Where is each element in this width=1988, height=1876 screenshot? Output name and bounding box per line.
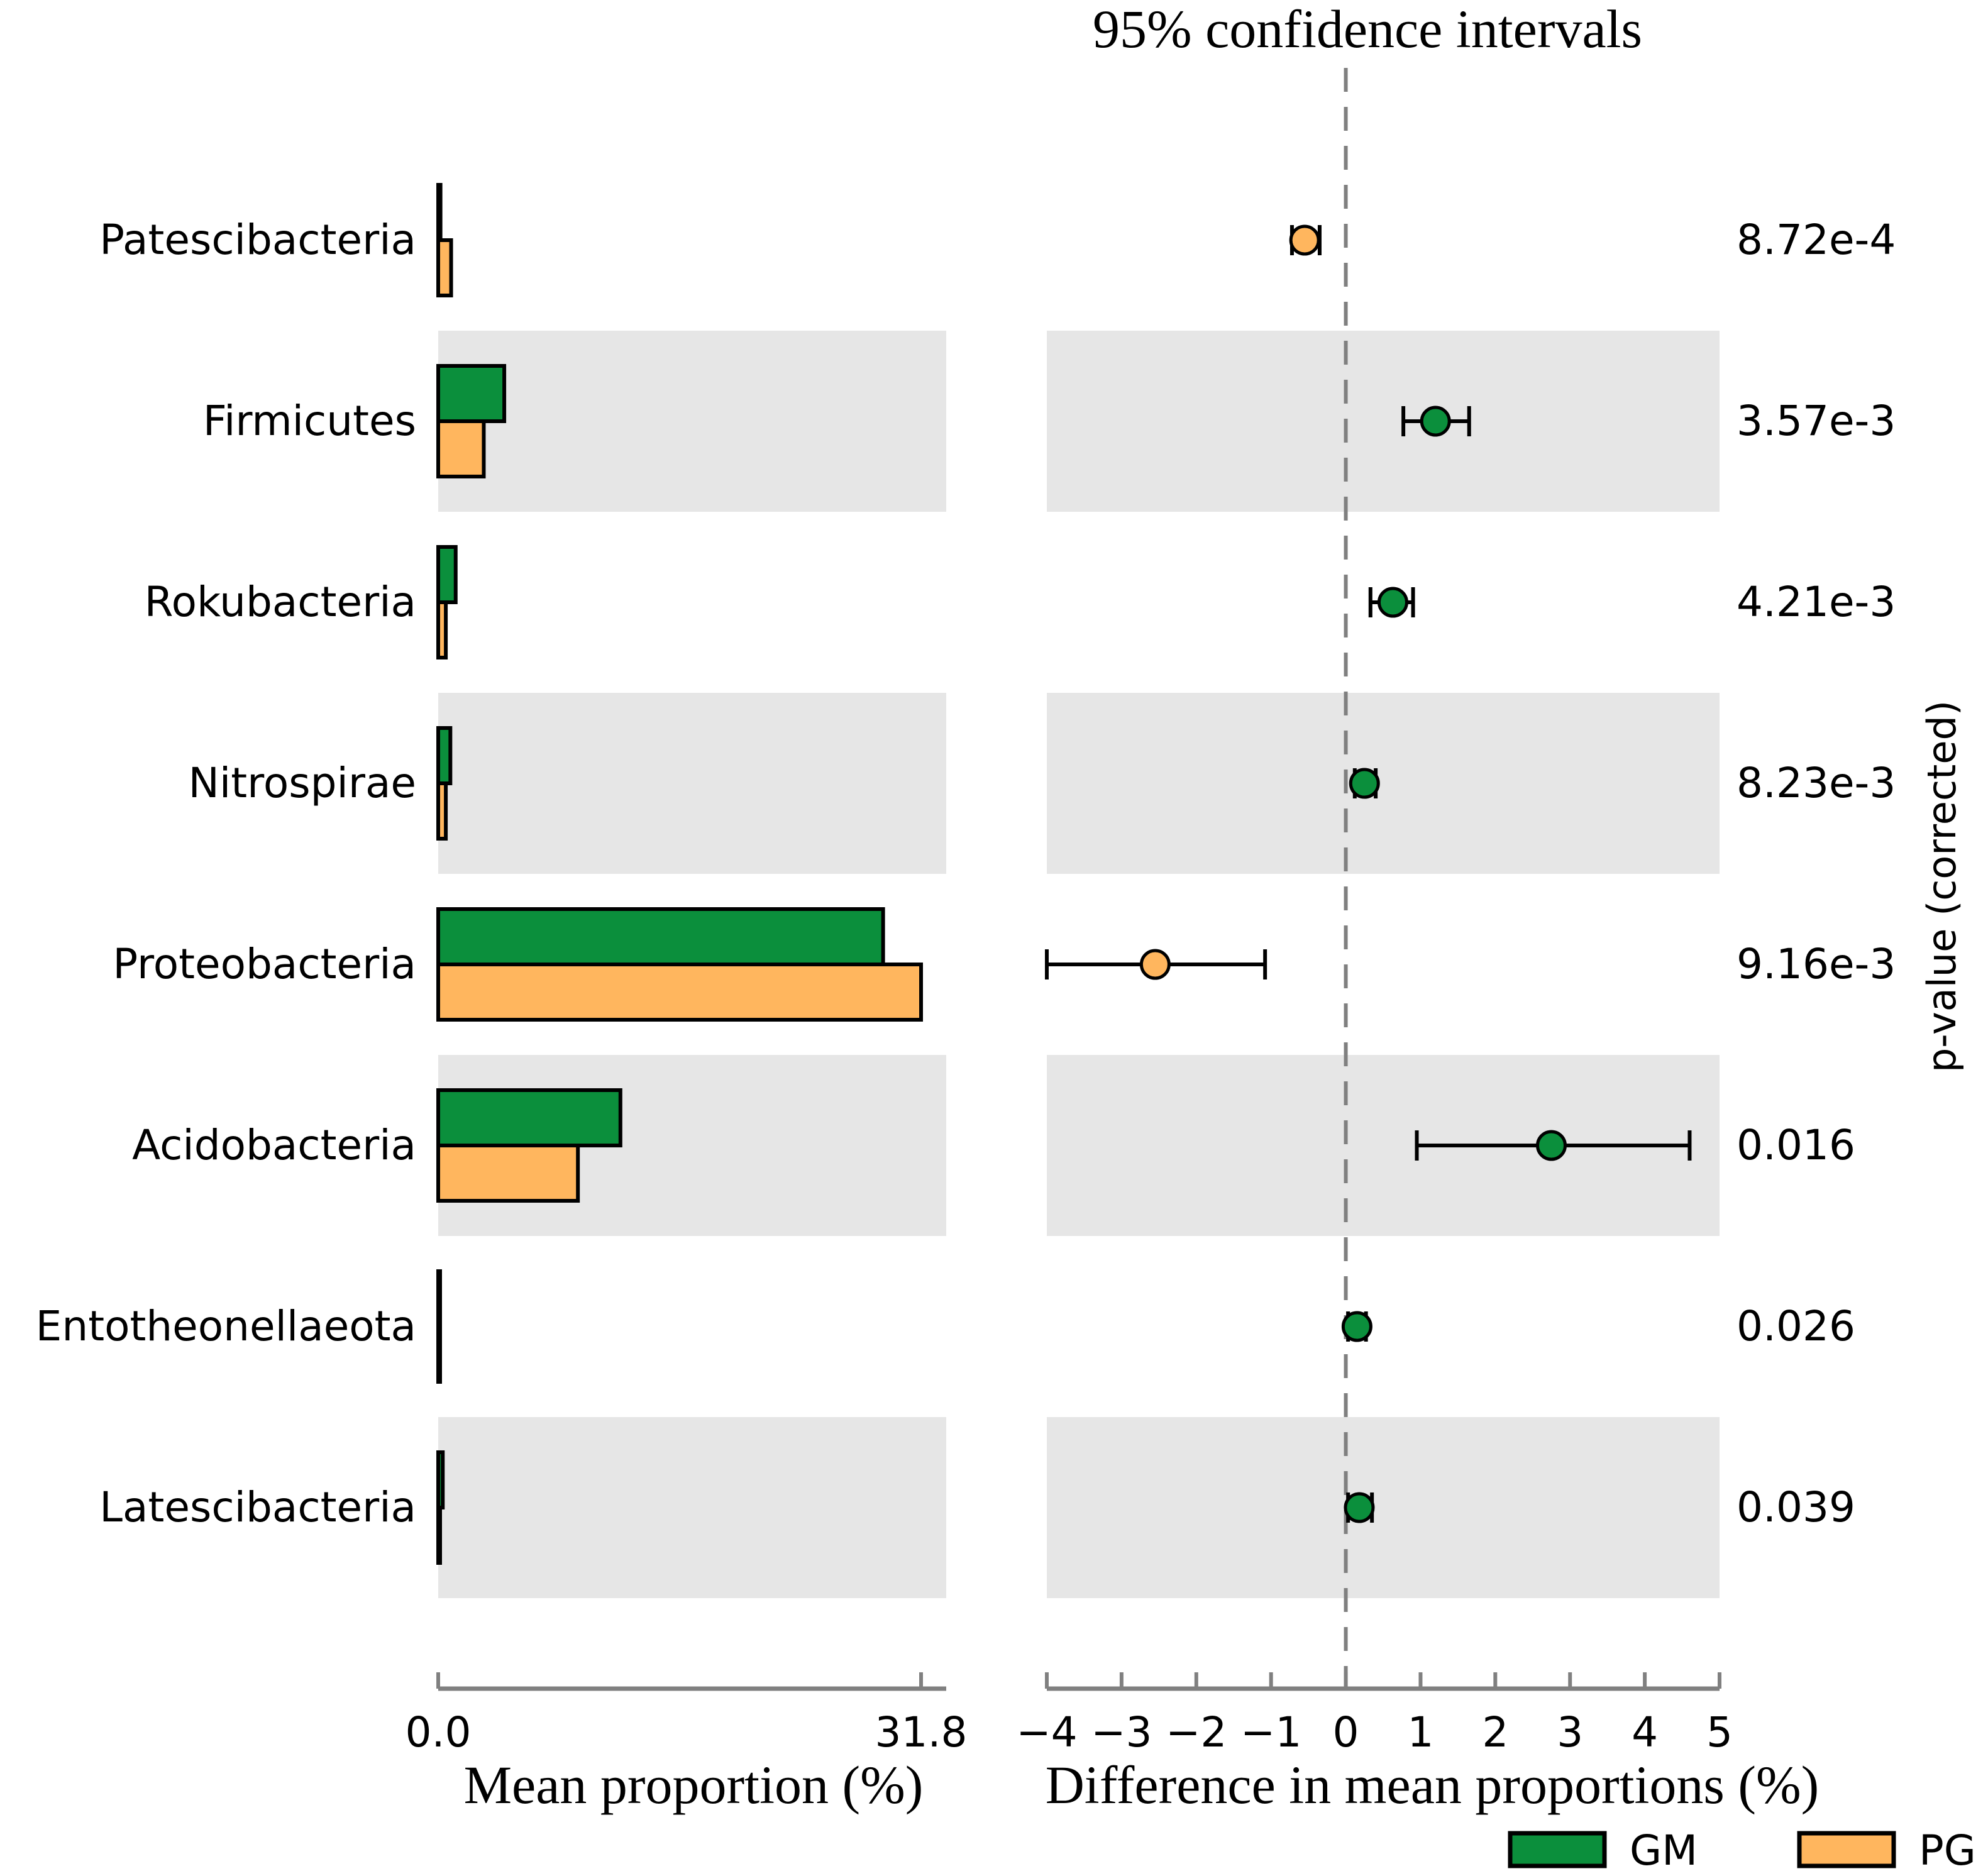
legend-swatch-gm	[1508, 1831, 1607, 1868]
band-left-firmicutes	[438, 331, 946, 512]
category-label-nitrospirae: Nitrospirae	[189, 759, 416, 807]
ci-point-latescibacteria	[1344, 1492, 1375, 1523]
ci-tick-label-2: −2	[1166, 1708, 1227, 1757]
ci-tick-label-9: 5	[1706, 1708, 1733, 1757]
ci-x-axis-label: Difference in mean proportions (%)	[1046, 1755, 1820, 1815]
p-value-patescibacteria: 8.72e-4	[1737, 216, 1896, 264]
bar-pg-patescibacteria	[436, 238, 453, 297]
legend-label-pg: PG	[1919, 1826, 1976, 1875]
bar-gm-rokubacteria	[436, 545, 458, 604]
ci-tick-label-3: −1	[1240, 1708, 1301, 1757]
category-label-proteobacteria: Proteobacteria	[113, 940, 416, 988]
p-value-labels: 8.72e-4 3.57e-3 4.21e-3 8.23e-3 9.16e-3 0.016…	[1737, 216, 1896, 1531]
band-left-nitrospirae	[438, 693, 946, 874]
p-value-proteobacteria: 9.16e-3	[1737, 940, 1896, 988]
ci-point-nitrospirae	[1349, 768, 1380, 799]
band-right-firmicutes	[1047, 331, 1720, 512]
ci-title: 95% confidence intervals	[1093, 0, 1642, 59]
category-label-patescibacteria: Patescibacteria	[99, 216, 416, 264]
category-labels: Patescibacteria Firmicutes Rokubacteria Nit…	[36, 216, 416, 1531]
bar-gm-nitrospirae	[436, 726, 453, 785]
category-label-entotheonellaeota: Entotheonellaeota	[36, 1302, 416, 1350]
ci-point-proteobacteria	[1139, 949, 1171, 980]
ci-point-firmicutes	[1420, 406, 1451, 437]
ci-tick-label-4: 0	[1333, 1708, 1359, 1757]
bar-pg-rokubacteria	[436, 600, 448, 659]
ci-tick-label-5: 1	[1407, 1708, 1433, 1757]
legend: GM PG	[1508, 1826, 1976, 1875]
ci-point-patescibacteria	[1289, 224, 1320, 256]
bar-gm-proteobacteria	[436, 907, 885, 966]
bar-x-axis-label: Mean proportion (%)	[464, 1755, 924, 1815]
bar-tick-label-0: 0.0	[406, 1708, 472, 1757]
mean-proportion-bars	[436, 183, 923, 1565]
p-value-latescibacteria: 0.039	[1737, 1483, 1855, 1531]
ci-tick-label-6: 2	[1482, 1708, 1508, 1757]
p-value-axis-label: p-value (corrected)	[1919, 700, 1965, 1073]
bar-gm-acidobacteria	[436, 1088, 622, 1147]
bar-tick-label-1: 31.8	[875, 1708, 968, 1757]
category-label-acidobacteria: Acidobacteria	[132, 1121, 416, 1169]
band-right-latescibacteria	[1047, 1417, 1720, 1598]
ci-tick-label-8: 4	[1632, 1708, 1658, 1757]
ci-tick-label-1: −3	[1091, 1708, 1152, 1757]
p-value-acidobacteria: 0.016	[1737, 1121, 1855, 1169]
bar-pg-nitrospirae	[436, 781, 448, 841]
category-label-firmicutes: Firmicutes	[203, 397, 416, 445]
x-axes: 0.0 31.8 −4 −3 −2 −1 0 1 2 3 4 5	[406, 1672, 1733, 1757]
category-label-latescibacteria: Latescibacteria	[99, 1483, 416, 1531]
band-left-latescibacteria	[438, 1417, 946, 1598]
p-value-entotheonellaeota: 0.026	[1737, 1302, 1855, 1350]
bar-gm-latescibacteria	[436, 1450, 445, 1509]
bar-gm-entotheonellaeota	[436, 1269, 442, 1328]
bar-gm-firmicutes	[436, 364, 507, 423]
bar-gm-patescibacteria	[436, 183, 443, 242]
legend-label-gm: GM	[1630, 1826, 1698, 1875]
p-value-rokubacteria: 4.21e-3	[1737, 578, 1896, 626]
ci-points	[1045, 224, 1692, 1523]
p-value-nitrospirae: 8.23e-3	[1737, 759, 1896, 807]
ci-point-entotheonellaeota	[1341, 1311, 1372, 1342]
band-right-nitrospirae	[1047, 693, 1720, 874]
p-value-firmicutes: 3.57e-3	[1737, 397, 1896, 445]
bar-pg-latescibacteria	[436, 1506, 442, 1565]
legend-swatch-pg	[1797, 1831, 1896, 1868]
bar-pg-acidobacteria	[436, 1144, 580, 1203]
category-label-rokubacteria: Rokubacteria	[145, 578, 416, 626]
ci-point-acidobacteria	[1536, 1130, 1567, 1161]
ci-tick-label-0: −4	[1016, 1708, 1077, 1757]
bar-pg-proteobacteria	[436, 963, 923, 1022]
bar-pg-entotheonellaeota	[436, 1325, 442, 1384]
ci-point-rokubacteria	[1377, 587, 1408, 618]
ci-tick-label-7: 3	[1557, 1708, 1583, 1757]
bar-pg-firmicutes	[436, 419, 486, 478]
